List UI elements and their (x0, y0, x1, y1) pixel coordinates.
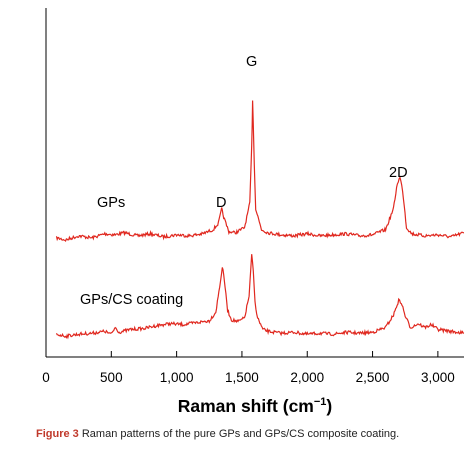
x-tick-label: 500 (100, 370, 123, 385)
x-axis-title: Raman shift (cm−1) (178, 396, 333, 416)
label-gps-cs-coating: GPs/CS coating (80, 292, 183, 308)
x-tick-label: 0 (42, 370, 50, 385)
caption-prefix: Figure 3 (36, 428, 79, 440)
x-tick-label: 1,500 (225, 370, 259, 385)
label-peak-g: G (246, 54, 257, 70)
series-line-gps (55, 100, 465, 243)
x-tick-label: 2,500 (356, 370, 390, 385)
x-tick-label: 1,000 (160, 370, 194, 385)
figure-caption: Figure 3 Raman patterns of the pure GPs … (36, 428, 471, 440)
label-peak-2d: 2D (389, 165, 408, 181)
x-axis-title-close: ) (326, 396, 332, 416)
x-axis-ticks: 0 500 1,000 1,500 2,000 2,500 3,000 (42, 351, 455, 385)
x-tick-label: 2,000 (290, 370, 324, 385)
caption-text: Raman patterns of the pure GPs and GPs/C… (78, 428, 400, 440)
label-gps: GPs (97, 195, 125, 211)
x-tick-label: 3,000 (421, 370, 455, 385)
x-axis-title-superscript: −1 (314, 396, 327, 408)
x-axis-title-main: Raman shift (cm (178, 396, 314, 416)
label-peak-d: D (216, 195, 226, 211)
series-line-gps-cs-coating (55, 254, 465, 340)
